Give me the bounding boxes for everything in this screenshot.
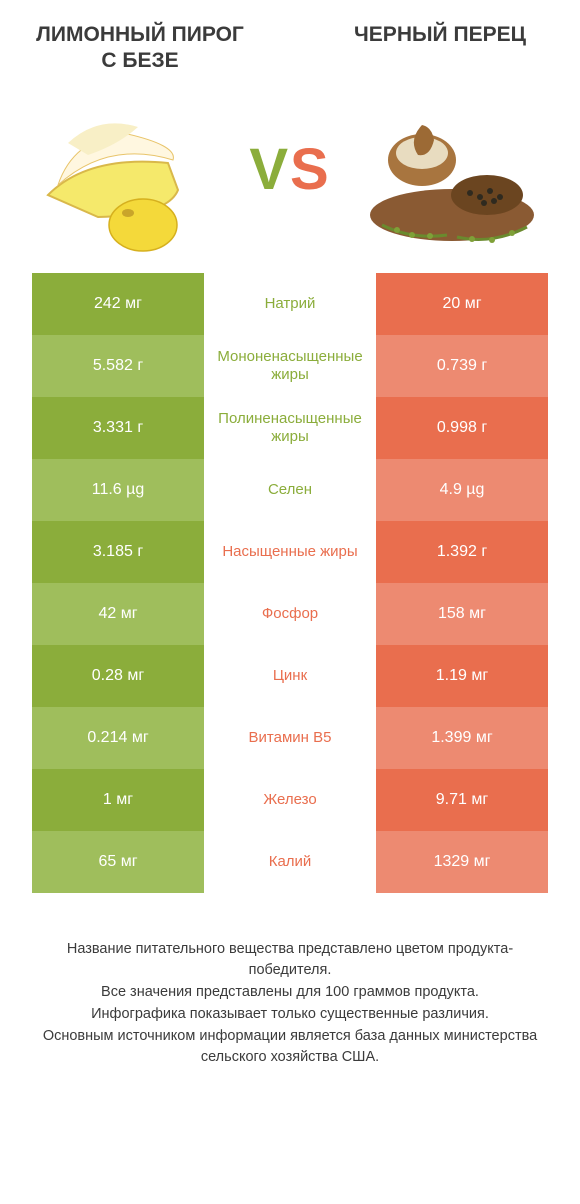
table-row: 11.6 µgСелен4.9 µg bbox=[32, 459, 548, 521]
product-image-left bbox=[28, 85, 228, 255]
table-row: 0.214 мгВитамин B51.399 мг bbox=[32, 707, 548, 769]
value-right: 1.399 мг bbox=[376, 707, 548, 769]
table-row: 0.28 мгЦинк1.19 мг bbox=[32, 645, 548, 707]
value-right: 1329 мг bbox=[376, 831, 548, 893]
nutrient-label: Селен bbox=[204, 459, 376, 521]
nutrient-label: Фосфор bbox=[204, 583, 376, 645]
value-left: 0.28 мг bbox=[32, 645, 204, 707]
value-right: 1.392 г bbox=[376, 521, 548, 583]
value-right: 20 мг bbox=[376, 273, 548, 335]
nutrient-label: Цинк bbox=[204, 645, 376, 707]
nutrient-label: Полиненасыщенные жиры bbox=[204, 397, 376, 459]
value-left: 3.331 г bbox=[32, 397, 204, 459]
table-row: 3.185 гНасыщенные жиры1.392 г bbox=[32, 521, 548, 583]
value-left: 65 мг bbox=[32, 831, 204, 893]
nutrient-label: Железо bbox=[204, 769, 376, 831]
comparison-table: 242 мгНатрий20 мг5.582 гМононенасыщенные… bbox=[32, 273, 548, 893]
footer-line: Название питательного вещества представл… bbox=[30, 939, 550, 983]
table-row: 242 мгНатрий20 мг bbox=[32, 273, 548, 335]
title-left: ЛИМОННЫЙ ПИРОГ С БЕЗЕ bbox=[30, 22, 250, 75]
value-right: 158 мг bbox=[376, 583, 548, 645]
value-right: 0.739 г bbox=[376, 335, 548, 397]
vs-s: S bbox=[290, 137, 331, 202]
value-right: 9.71 мг bbox=[376, 769, 548, 831]
title-right: ЧЕРНЫЙ ПЕРЕЦ bbox=[330, 22, 550, 48]
vs-v: V bbox=[249, 137, 290, 202]
images-row: VS bbox=[0, 75, 580, 273]
value-left: 242 мг bbox=[32, 273, 204, 335]
product-image-right bbox=[352, 85, 552, 255]
table-row: 5.582 гМононенасыщенные жиры0.739 г bbox=[32, 335, 548, 397]
footer-line: Инфографика показывает только существенн… bbox=[30, 1004, 550, 1026]
footer: Название питательного вещества представл… bbox=[0, 893, 580, 1070]
value-left: 0.214 мг bbox=[32, 707, 204, 769]
table-row: 1 мгЖелезо9.71 мг bbox=[32, 769, 548, 831]
value-left: 11.6 µg bbox=[32, 459, 204, 521]
value-left: 5.582 г bbox=[32, 335, 204, 397]
value-left: 1 мг bbox=[32, 769, 204, 831]
nutrient-label: Мононенасыщенные жиры bbox=[204, 335, 376, 397]
footer-line: Все значения представлены для 100 граммо… bbox=[30, 982, 550, 1004]
vs-label: VS bbox=[249, 136, 330, 203]
table-row: 42 мгФосфор158 мг bbox=[32, 583, 548, 645]
value-left: 42 мг bbox=[32, 583, 204, 645]
table-row: 65 мгКалий1329 мг bbox=[32, 831, 548, 893]
nutrient-label: Насыщенные жиры bbox=[204, 521, 376, 583]
value-right: 4.9 µg bbox=[376, 459, 548, 521]
nutrient-label: Натрий bbox=[204, 273, 376, 335]
value-right: 0.998 г bbox=[376, 397, 548, 459]
value-right: 1.19 мг bbox=[376, 645, 548, 707]
nutrient-label: Калий bbox=[204, 831, 376, 893]
value-left: 3.185 г bbox=[32, 521, 204, 583]
footer-line: Основным источником информации является … bbox=[30, 1026, 550, 1070]
nutrient-label: Витамин B5 bbox=[204, 707, 376, 769]
table-row: 3.331 гПолиненасыщенные жиры0.998 г bbox=[32, 397, 548, 459]
header: ЛИМОННЫЙ ПИРОГ С БЕЗЕ ЧЕРНЫЙ ПЕРЕЦ bbox=[0, 0, 580, 75]
